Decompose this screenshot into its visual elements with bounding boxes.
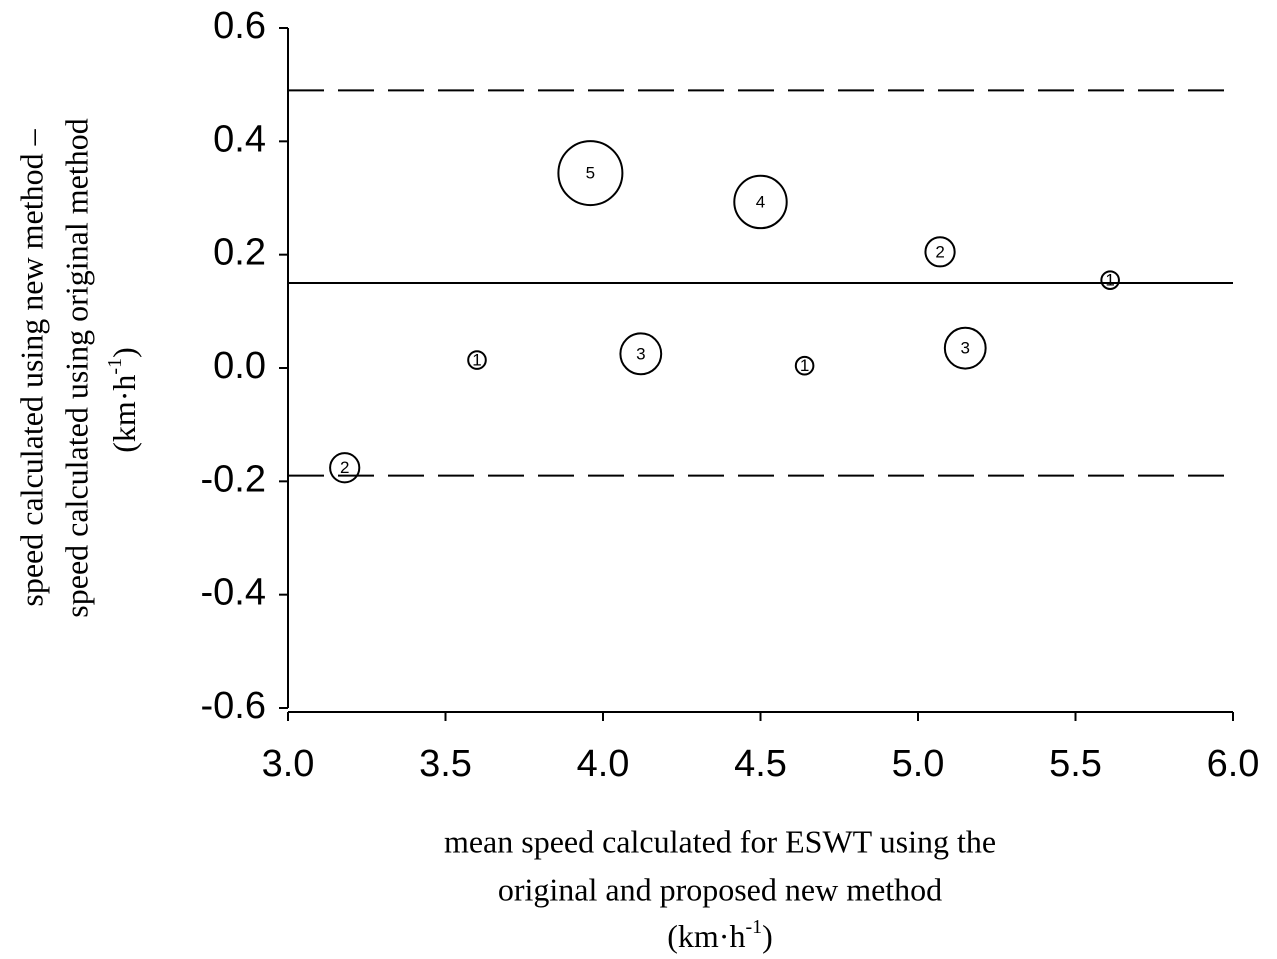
x-axis-unit-part: )	[762, 918, 773, 954]
y-tick-label: 0.0	[213, 345, 266, 387]
y-axis-unit-sup: -1	[104, 358, 126, 375]
bubble	[943, 326, 987, 370]
bubble	[1100, 270, 1120, 290]
bubble	[794, 355, 815, 376]
x-tick-label: 4.5	[734, 743, 787, 785]
x-axis-unit: (km·h-1)	[667, 916, 773, 955]
bubble-label: 4	[756, 192, 765, 211]
x-axis-title: mean speed calculated for ESWT using the	[444, 823, 996, 859]
x-axis-unit-sup: -1	[745, 916, 762, 938]
y-tick-label: -0.2	[201, 458, 266, 500]
y-axis-unit-part: )	[106, 347, 142, 358]
y-axis-unit: (km·h-1)	[104, 347, 143, 453]
y-axis-title: speed calculated using new method –	[13, 128, 49, 606]
bubble-label: 1	[1105, 271, 1114, 290]
bubble	[733, 174, 788, 230]
bubble	[467, 350, 487, 370]
bubble-label: 2	[340, 458, 349, 477]
x-tick-label: 6.0	[1207, 743, 1260, 785]
x-axis-unit-part: (km·h	[667, 918, 745, 954]
y-tick-label: -0.4	[201, 572, 266, 614]
bubble-label: 1	[472, 351, 481, 370]
bubble	[557, 140, 624, 207]
y-tick-label: 0.6	[213, 5, 266, 47]
y-tick-label: 0.2	[213, 232, 266, 274]
y-axis-title: speed calculated using original method	[58, 118, 94, 617]
y-tick-label: -0.6	[201, 685, 266, 727]
y-tick-label: 0.4	[213, 118, 266, 160]
x-axis-title: original and proposed new method	[498, 871, 942, 907]
x-tick-label: 3.5	[419, 743, 472, 785]
bubble	[619, 332, 663, 376]
x-tick-label: 4.0	[577, 743, 630, 785]
x-tick-label: 5.5	[1049, 743, 1102, 785]
bubble-label: 5	[586, 164, 595, 183]
bubble-label: 2	[935, 242, 944, 261]
y-axis-unit-part: (km·h	[106, 375, 142, 453]
bubble-label: 1	[800, 356, 809, 375]
bubble	[924, 236, 956, 268]
bubble-label: 3	[961, 339, 970, 358]
x-tick-label: 3.0	[262, 743, 315, 785]
x-tick-label: 5.0	[892, 743, 945, 785]
bubble	[329, 452, 361, 484]
bubble-label: 3	[636, 344, 645, 363]
